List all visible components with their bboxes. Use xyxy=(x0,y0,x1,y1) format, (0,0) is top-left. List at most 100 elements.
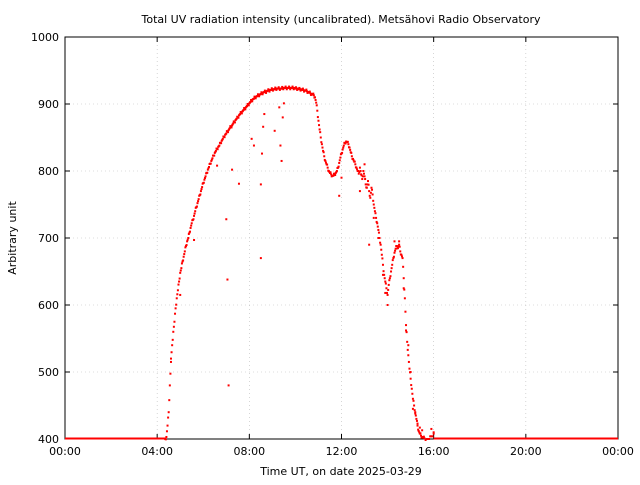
data-point xyxy=(281,86,284,89)
data-point xyxy=(358,171,361,174)
outlier-point xyxy=(409,371,412,373)
data-point xyxy=(170,351,173,354)
outlier-point xyxy=(279,144,282,147)
data-point xyxy=(197,200,200,203)
data-point xyxy=(398,243,401,246)
data-point xyxy=(337,166,340,169)
data-point xyxy=(175,303,178,306)
data-point xyxy=(301,87,304,90)
data-point xyxy=(167,416,170,419)
data-point xyxy=(391,259,394,262)
data-point xyxy=(386,291,389,294)
data-point xyxy=(263,89,266,92)
data-point xyxy=(282,88,285,91)
data-point xyxy=(403,297,406,300)
data-point xyxy=(242,109,245,112)
outlier-point xyxy=(278,106,281,109)
data-point xyxy=(396,247,399,250)
data-point xyxy=(323,158,326,161)
outlier-point xyxy=(407,344,410,347)
data-point xyxy=(265,91,268,94)
data-point xyxy=(174,312,177,315)
data-point xyxy=(365,186,368,189)
data-point xyxy=(261,93,264,96)
data-point xyxy=(387,288,390,291)
data-point xyxy=(334,174,337,177)
data-point xyxy=(391,263,394,266)
data-point xyxy=(292,88,295,91)
outlier-point xyxy=(282,102,285,105)
data-point xyxy=(330,173,333,176)
outlier-point xyxy=(381,273,384,276)
data-point xyxy=(430,435,433,438)
data-point xyxy=(176,293,179,296)
data-point xyxy=(428,438,431,440)
data-point xyxy=(200,188,203,191)
data-point xyxy=(179,271,182,274)
data-point xyxy=(309,92,312,95)
data-point xyxy=(393,251,396,254)
data-point xyxy=(251,100,254,103)
data-point xyxy=(315,101,318,104)
data-point xyxy=(180,267,183,270)
data-point xyxy=(363,175,366,178)
data-point xyxy=(266,89,269,92)
data-point xyxy=(381,263,384,266)
data-point xyxy=(418,431,421,434)
data-point xyxy=(380,253,383,256)
data-point xyxy=(172,330,175,333)
data-point xyxy=(392,255,395,258)
data-point xyxy=(182,255,185,258)
outlier-point xyxy=(402,287,405,290)
data-point xyxy=(359,170,362,172)
data-point xyxy=(432,432,435,435)
outlier-point xyxy=(432,431,435,434)
data-point xyxy=(364,178,367,181)
data-point xyxy=(326,166,329,169)
outlier-point xyxy=(237,182,240,185)
data-point xyxy=(321,146,324,149)
data-point xyxy=(415,417,418,420)
data-point xyxy=(190,222,193,225)
data-point xyxy=(318,128,321,131)
data-point xyxy=(388,277,391,280)
data-point xyxy=(341,151,344,154)
outlier-point xyxy=(179,293,182,296)
data-point xyxy=(374,212,377,215)
data-point xyxy=(220,139,223,142)
data-point xyxy=(197,198,200,201)
data-point xyxy=(168,399,171,402)
data-point xyxy=(179,269,182,272)
data-point xyxy=(303,90,306,93)
data-point xyxy=(338,161,341,164)
data-point xyxy=(187,237,190,239)
data-point xyxy=(294,87,297,90)
outlier-point xyxy=(340,176,343,179)
data-point xyxy=(277,87,280,90)
outlier-point xyxy=(216,164,219,167)
data-point xyxy=(210,158,213,161)
data-point xyxy=(410,387,413,390)
data-point xyxy=(364,183,367,186)
data-point xyxy=(228,127,231,130)
data-point xyxy=(324,161,327,164)
data-point xyxy=(316,116,319,119)
outlier-point xyxy=(386,304,389,306)
outlier-point xyxy=(259,183,262,186)
outlier-point xyxy=(280,159,283,162)
data-point xyxy=(334,172,337,175)
data-point xyxy=(395,245,398,248)
data-point xyxy=(268,90,271,93)
outlier-point xyxy=(430,427,433,430)
data-point xyxy=(171,338,174,341)
data-point xyxy=(267,89,270,92)
data-point xyxy=(376,222,379,225)
data-point xyxy=(294,86,297,89)
data-point xyxy=(350,155,353,158)
data-point xyxy=(257,94,260,97)
data-point xyxy=(246,105,249,108)
data-points xyxy=(65,85,618,442)
x-tick-label: 00:00 xyxy=(49,445,81,458)
data-point xyxy=(221,137,224,140)
data-point xyxy=(406,340,409,343)
